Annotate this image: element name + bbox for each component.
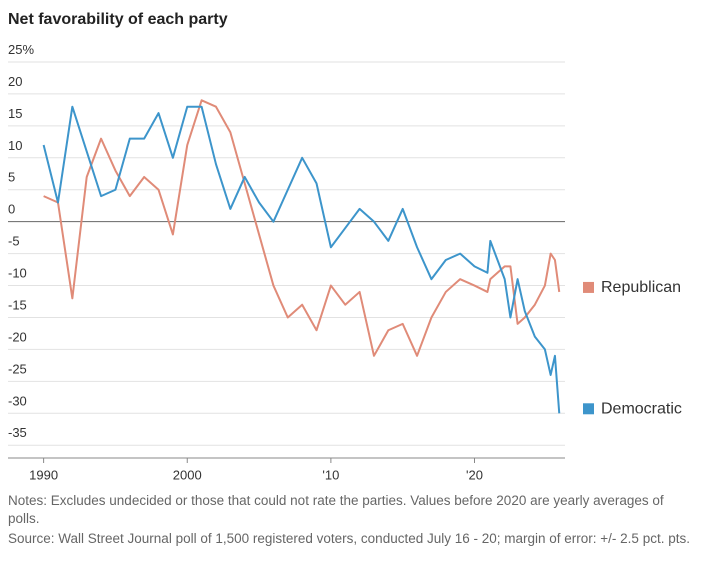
y-tick-label: -20 (8, 329, 27, 344)
chart-title: Net favorability of each party (8, 11, 228, 28)
x-tick-label: 2000 (173, 468, 202, 480)
source: Source: Wall Street Journal poll of 1,50… (8, 531, 690, 546)
series-line (42, 105, 561, 414)
y-tick-label: 0 (8, 202, 15, 217)
x-tick-label: '10 (322, 468, 339, 480)
y-tick-label: 10 (8, 138, 22, 153)
legend-swatch (583, 403, 594, 415)
y-tick-label: -30 (8, 393, 27, 408)
y-tick-label: 25% (8, 42, 34, 57)
y-tick-label: -5 (8, 234, 20, 249)
x-tick-label: 1990 (29, 468, 58, 480)
legend-swatch (583, 281, 594, 293)
chart: Net favorability of each party 25% 20 15 10… (8, 11, 682, 480)
x-tick-label: '20 (466, 468, 483, 480)
y-tick-label: 15 (8, 106, 22, 121)
y-tick-label: -35 (8, 425, 27, 440)
y-tick-label: 5 (8, 170, 15, 185)
notes: Notes: Excludes undecided or those that … (8, 493, 664, 526)
y-tick-label: -10 (8, 266, 27, 281)
y-tick-label: -15 (8, 297, 27, 312)
series-line (43, 99, 561, 357)
y-tick-label: 20 (8, 74, 22, 89)
legend-label: Republican (601, 279, 681, 296)
y-tick-label: -25 (8, 361, 27, 376)
legend-label: Democratic (601, 401, 682, 418)
